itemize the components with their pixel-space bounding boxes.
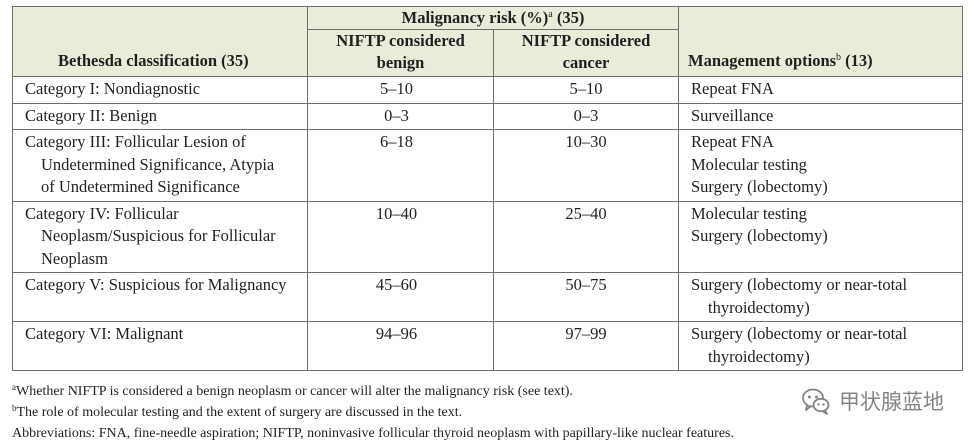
table-header: Bethesda classification (35) Malignancy … [12, 6, 963, 77]
watermark: 甲状腺蓝地 [801, 386, 944, 416]
header-bethesda-classification: Bethesda classification (35) [12, 6, 308, 77]
table-row: Category I: Nondiagnostic 5–10 5–10 Repeat … [12, 76, 963, 104]
cell-risk-cancer: 25–40 [493, 200, 679, 273]
category-line: Undetermined Significance, Atypia [41, 154, 275, 174]
cell-risk-cancer: 10–30 [493, 129, 679, 202]
management-option-line: Molecular testing [691, 154, 807, 174]
header-management-reference: (13) [841, 50, 873, 70]
table-row: Category III: Follicular Lesion of Undete… [12, 129, 963, 202]
header-malignancy-risk: Malignancy risk (%)a (35) [307, 6, 679, 30]
table-row: Category VI: Malignant 94–96 97–99 Surgery … [12, 321, 963, 371]
footnote-a-text: Whether NIFTP is considered a benign neo… [16, 384, 573, 399]
cell-management: Surveillance [678, 102, 963, 130]
category-line: Neoplasm/Suspicious for Follicular [41, 226, 276, 245]
management-option-line: Surgery (lobectomy or near-total [691, 324, 908, 343]
category-line: Category IV: Follicular [25, 203, 179, 223]
header-cancer-line2: cancer [562, 53, 610, 72]
cell-category: Category I: Nondiagnostic [12, 76, 308, 104]
management-option-line: Repeat FNA [691, 79, 774, 98]
header-risk-footnote-mark: a [548, 9, 553, 20]
cell-risk-benign: 45–60 [307, 272, 494, 322]
cell-risk-benign: 0–3 [307, 102, 494, 130]
header-benign-line1: NIFTP considered [336, 31, 465, 50]
category-line: of Undetermined Significance [41, 177, 240, 196]
table-row: Category V: Suspicious for Malignancy 45–… [12, 272, 963, 322]
management-option-line: thyroidectomy) [708, 297, 810, 317]
bethesda-table: Bethesda classification (35) Malignancy … [12, 6, 963, 371]
cell-management: Surgery (lobectomy or near-total thyroide… [678, 321, 963, 371]
footnote-a-mark: a [12, 382, 16, 392]
cell-category: Category IV: Follicular Neoplasm/Suspicio… [12, 200, 308, 273]
header-row-sub: NIFTP considered benign NIFTP considered… [13, 29, 963, 77]
management-option-line: thyroidectomy) [708, 346, 810, 366]
management-option-line: Molecular testing [691, 203, 807, 223]
category-line: Category III: Follicular Lesion of [25, 132, 246, 151]
cell-management: Surgery (lobectomy or near-total thyroide… [678, 272, 963, 322]
header-risk-reference: (35) [552, 8, 585, 27]
table-row: Category II: Benign 0–3 0–3 Surveillance [12, 102, 963, 130]
category-line: Category I: Nondiagnostic [25, 79, 201, 98]
category-line: Category V: Suspicious for Malignancy [25, 275, 287, 294]
category-line: Category II: Benign [25, 105, 157, 125]
cell-management: Repeat FNA [678, 76, 963, 104]
watermark-text: 甲状腺蓝地 [839, 390, 944, 414]
header-risk-label: Malignancy risk (%) [401, 8, 549, 27]
cell-category: Category III: Follicular Lesion of Undete… [12, 129, 308, 202]
header-niftp-benign: NIFTP considered benign [307, 29, 494, 77]
cell-category: Category VI: Malignant [12, 321, 308, 371]
category-line: Neoplasm [41, 248, 108, 268]
management-option-line: Surgery (lobectomy or near-total [691, 275, 908, 294]
cell-management: Repeat FNA Molecular testing Surgery (lobe… [678, 129, 963, 202]
cell-risk-benign: 94–96 [307, 321, 494, 371]
cell-risk-cancer: 0–3 [493, 102, 679, 130]
cell-management: Molecular testing Surgery (lobectomy) [678, 200, 963, 273]
cell-risk-benign: 10–40 [307, 200, 494, 273]
management-option-line: Surgery (lobectomy) [691, 177, 828, 196]
header-management-options: Management optionsb (13) [678, 6, 963, 77]
category-line: Category VI: Malignant [25, 324, 184, 343]
footnote-abbreviations: Abbreviations: FNA, fine-needle aspirati… [12, 426, 734, 441]
footnotes: aWhether NIFTP is considered a benign ne… [12, 381, 734, 444]
cell-risk-benign: 5–10 [307, 76, 494, 104]
management-option-line: Surveillance [691, 105, 774, 125]
header-niftp-cancer: NIFTP considered cancer [493, 29, 679, 77]
header-cancer-line1: NIFTP considered [521, 31, 651, 50]
management-option-line: Repeat FNA [691, 132, 774, 151]
header-management-label: Management options [688, 50, 837, 70]
cell-category: Category V: Suspicious for Malignancy [12, 272, 308, 322]
cell-risk-cancer: 5–10 [493, 76, 679, 104]
cell-risk-cancer: 50–75 [493, 272, 679, 322]
footnote-b: bThe role of molecular testing and the e… [12, 402, 734, 423]
cell-category: Category II: Benign [12, 102, 308, 130]
wechat-icon [801, 386, 831, 416]
cell-risk-cancer: 97–99 [493, 321, 679, 371]
table-row: Category IV: Follicular Neoplasm/Suspicio… [12, 200, 963, 273]
header-row-top: Bethesda classification (35) Malignancy … [12, 6, 963, 77]
table-body: Category I: Nondiagnostic 5–10 5–10 Repeat … [12, 76, 963, 371]
header-benign-line2: benign [376, 53, 425, 72]
management-option-line: Surgery (lobectomy) [691, 226, 828, 245]
footnote-b-text: The role of molecular testing and the ex… [16, 405, 463, 420]
footnote-b-mark: b [12, 403, 17, 413]
cell-risk-benign: 6–18 [307, 129, 494, 202]
footnote-a: aWhether NIFTP is considered a benign ne… [12, 381, 734, 402]
header-management-footnote-mark: b [836, 51, 842, 63]
